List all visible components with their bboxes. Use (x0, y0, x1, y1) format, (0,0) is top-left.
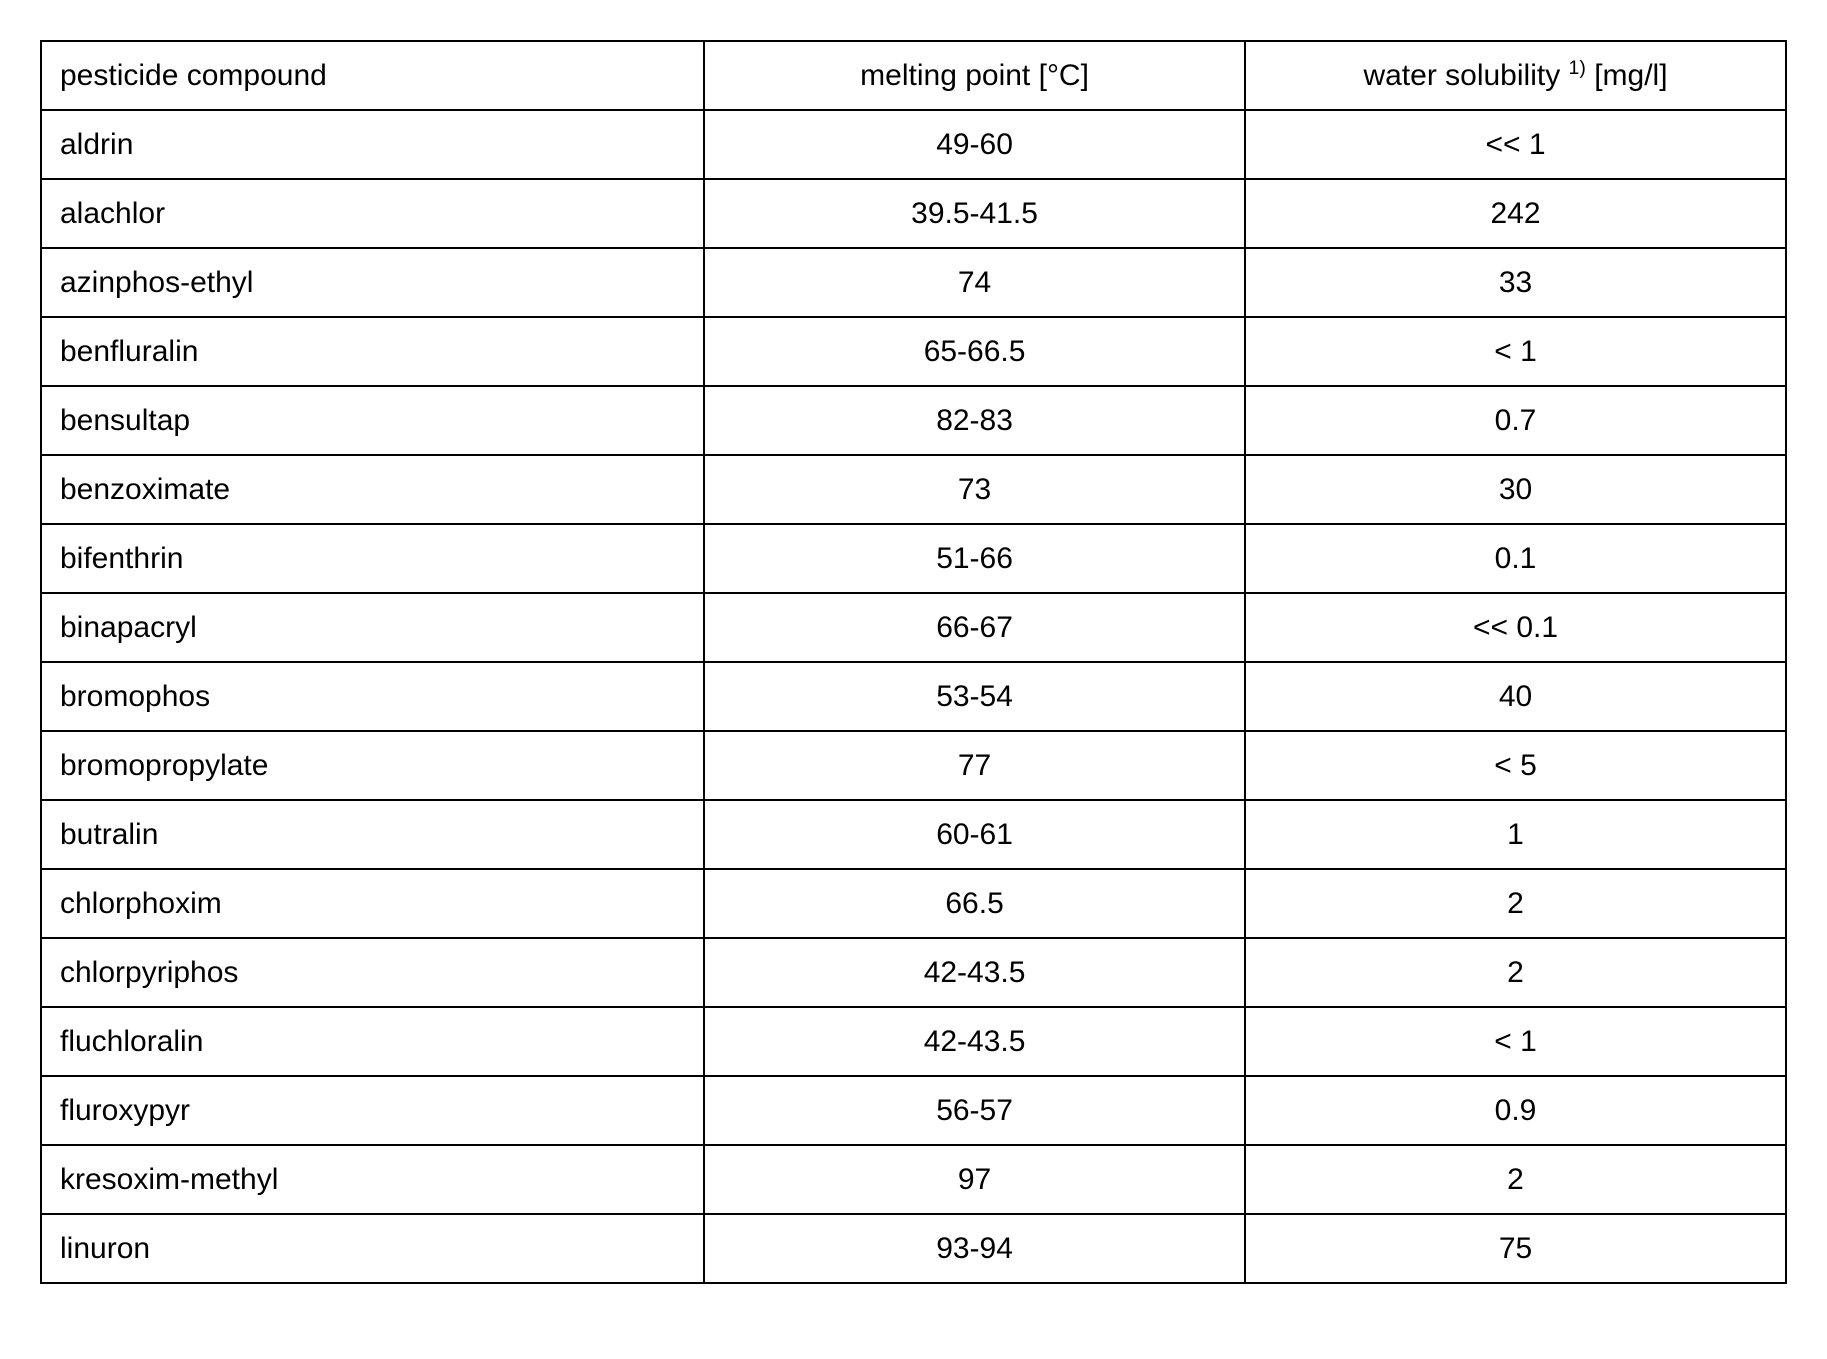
cell-solubility: 0.9 (1245, 1076, 1786, 1145)
table-row: azinphos-ethyl7433 (41, 248, 1786, 317)
cell-melting-point: 97 (704, 1145, 1245, 1214)
cell-compound: kresoxim-methyl (41, 1145, 704, 1214)
cell-melting-point: 39.5-41.5 (704, 179, 1245, 248)
cell-solubility: 2 (1245, 938, 1786, 1007)
cell-solubility: 0.7 (1245, 386, 1786, 455)
cell-compound: chlorpyriphos (41, 938, 704, 1007)
cell-compound: linuron (41, 1214, 704, 1283)
cell-compound: bensultap (41, 386, 704, 455)
cell-melting-point: 49-60 (704, 110, 1245, 179)
header-compound: pesticide compound (41, 41, 704, 110)
table-row: bromopropylate77< 5 (41, 731, 1786, 800)
table-body: aldrin49-60<< 1alachlor39.5-41.5242azinp… (41, 110, 1786, 1283)
table-row: butralin60-611 (41, 800, 1786, 869)
cell-compound: fluroxypyr (41, 1076, 704, 1145)
table-row: benzoximate7330 (41, 455, 1786, 524)
cell-compound: benzoximate (41, 455, 704, 524)
cell-melting-point: 93-94 (704, 1214, 1245, 1283)
table-row: bifenthrin51-660.1 (41, 524, 1786, 593)
header-solubility: water solubility 1) [mg/l] (1245, 41, 1786, 110)
table-row: alachlor39.5-41.5242 (41, 179, 1786, 248)
table-row: kresoxim-methyl972 (41, 1145, 1786, 1214)
cell-melting-point: 66-67 (704, 593, 1245, 662)
cell-melting-point: 82-83 (704, 386, 1245, 455)
header-solubility-sup: 1) (1569, 57, 1586, 79)
cell-compound: butralin (41, 800, 704, 869)
cell-solubility: < 1 (1245, 317, 1786, 386)
cell-melting-point: 42-43.5 (704, 1007, 1245, 1076)
header-solubility-prefix: water solubility (1363, 59, 1568, 92)
table-row: aldrin49-60<< 1 (41, 110, 1786, 179)
header-melting-point: melting point [°C] (704, 41, 1245, 110)
cell-solubility: 40 (1245, 662, 1786, 731)
cell-solubility: 75 (1245, 1214, 1786, 1283)
cell-melting-point: 51-66 (704, 524, 1245, 593)
cell-compound: fluchloralin (41, 1007, 704, 1076)
cell-melting-point: 56-57 (704, 1076, 1245, 1145)
cell-solubility: < 1 (1245, 1007, 1786, 1076)
cell-melting-point: 60-61 (704, 800, 1245, 869)
cell-solubility: << 1 (1245, 110, 1786, 179)
table-row: bensultap82-830.7 (41, 386, 1786, 455)
table-row: chlorpyriphos42-43.52 (41, 938, 1786, 1007)
pesticide-table: pesticide compound melting point [°C] wa… (40, 40, 1787, 1284)
header-solubility-suffix: [mg/l] (1586, 59, 1668, 92)
cell-melting-point: 53-54 (704, 662, 1245, 731)
table-row: benfluralin65-66.5< 1 (41, 317, 1786, 386)
cell-compound: chlorphoxim (41, 869, 704, 938)
cell-solubility: < 5 (1245, 731, 1786, 800)
cell-solubility: 30 (1245, 455, 1786, 524)
table-row: fluchloralin42-43.5< 1 (41, 1007, 1786, 1076)
cell-melting-point: 74 (704, 248, 1245, 317)
cell-melting-point: 65-66.5 (704, 317, 1245, 386)
cell-melting-point: 73 (704, 455, 1245, 524)
table-row: binapacryl66-67<< 0.1 (41, 593, 1786, 662)
cell-compound: benfluralin (41, 317, 704, 386)
table-header-row: pesticide compound melting point [°C] wa… (41, 41, 1786, 110)
cell-compound: aldrin (41, 110, 704, 179)
table-row: linuron93-9475 (41, 1214, 1786, 1283)
table-row: chlorphoxim66.52 (41, 869, 1786, 938)
cell-melting-point: 66.5 (704, 869, 1245, 938)
cell-solubility: 242 (1245, 179, 1786, 248)
cell-melting-point: 42-43.5 (704, 938, 1245, 1007)
cell-solubility: 2 (1245, 1145, 1786, 1214)
cell-melting-point: 77 (704, 731, 1245, 800)
cell-solubility: 2 (1245, 869, 1786, 938)
cell-compound: bromophos (41, 662, 704, 731)
cell-solubility: 33 (1245, 248, 1786, 317)
cell-compound: binapacryl (41, 593, 704, 662)
cell-compound: bromopropylate (41, 731, 704, 800)
cell-compound: bifenthrin (41, 524, 704, 593)
cell-solubility: 1 (1245, 800, 1786, 869)
cell-compound: azinphos-ethyl (41, 248, 704, 317)
table-row: fluroxypyr56-570.9 (41, 1076, 1786, 1145)
cell-solubility: << 0.1 (1245, 593, 1786, 662)
table-row: bromophos53-5440 (41, 662, 1786, 731)
cell-solubility: 0.1 (1245, 524, 1786, 593)
cell-compound: alachlor (41, 179, 704, 248)
